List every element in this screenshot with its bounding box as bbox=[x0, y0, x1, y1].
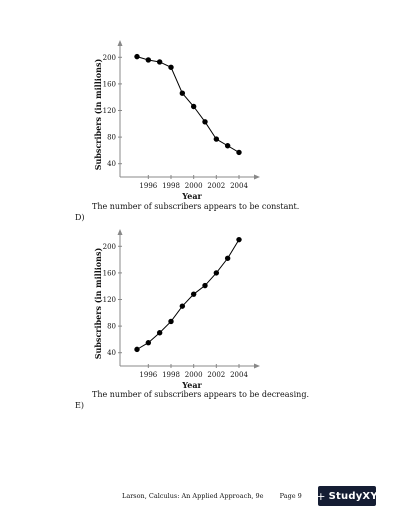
x-axis-arrow-icon bbox=[254, 174, 260, 180]
data-point bbox=[202, 119, 208, 125]
chart-2-caption: The number of subscribers appears to be … bbox=[92, 390, 309, 399]
y-tick-label: 160 bbox=[103, 80, 116, 88]
y-tick-label: 200 bbox=[103, 243, 116, 251]
chart-2-plot: 40 80 120 160 200 1996 1998 2000 2002 2004 Year Sub… bbox=[93, 229, 260, 390]
x-tick-label: 2000 bbox=[185, 371, 203, 379]
data-point bbox=[202, 282, 208, 289]
data-point bbox=[224, 143, 231, 149]
y-tick-label: 80 bbox=[107, 323, 116, 331]
y-tick-label: 200 bbox=[103, 54, 116, 62]
y-tick-label: 120 bbox=[103, 107, 116, 115]
option-e-label: E) bbox=[75, 401, 84, 410]
data-point bbox=[213, 136, 220, 142]
series-line bbox=[136, 239, 240, 350]
x-tick-label: 2004 bbox=[230, 371, 248, 379]
y-axis-label: Subscribers (in millions) bbox=[93, 59, 103, 171]
y-tick-label: 40 bbox=[107, 160, 116, 168]
x-tick-label: 1998 bbox=[162, 182, 180, 190]
x-tick-label: 1998 bbox=[162, 371, 180, 379]
studyxy-logo[interactable]: + StudyXY bbox=[316, 486, 378, 506]
data-point bbox=[190, 103, 197, 110]
y-axis-label: Subscribers (in millions) bbox=[93, 248, 103, 360]
data-point bbox=[190, 291, 197, 297]
footer-text: Larson, Calculus: An Applied Approach, 9… bbox=[122, 492, 264, 500]
y-tick-label: 120 bbox=[103, 296, 116, 304]
x-axis-arrow-icon bbox=[254, 363, 260, 369]
footer-page-number: Page 9 bbox=[279, 492, 302, 500]
data-point bbox=[236, 236, 242, 243]
x-tick-label: 2004 bbox=[230, 182, 248, 190]
x-tick-label: 1996 bbox=[139, 182, 157, 190]
data-point bbox=[134, 346, 140, 353]
x-axis-label: Year bbox=[181, 191, 202, 201]
y-axis-arrow-icon bbox=[117, 229, 123, 235]
y-tick-label: 80 bbox=[107, 134, 116, 142]
data-point bbox=[213, 270, 220, 276]
x-tick-label: 2002 bbox=[207, 182, 225, 190]
data-point bbox=[179, 303, 186, 309]
chart-2: 40 80 120 160 200 1996 1998 2000 2002 2004 Year Sub… bbox=[93, 229, 260, 390]
chart-1: 40 80 120 160 200 1996 1998 2000 2002 2004 Year Sub… bbox=[0, 0, 400, 212]
option-d-label: D) bbox=[75, 213, 85, 222]
plus-icon: + bbox=[316, 489, 326, 503]
data-point bbox=[145, 57, 152, 63]
data-point bbox=[168, 64, 174, 70]
x-tick-label: 2000 bbox=[185, 182, 203, 190]
data-point bbox=[134, 53, 140, 60]
y-axis-arrow-icon bbox=[117, 40, 123, 46]
data-point bbox=[236, 149, 242, 156]
x-tick-label: 1996 bbox=[139, 371, 157, 379]
chart-1-caption: The number of subscribers appears to be … bbox=[92, 202, 300, 211]
page-footer: Larson, Calculus: An Applied Approach, 9… bbox=[122, 492, 316, 500]
x-axis-label: Year bbox=[181, 380, 202, 390]
data-point bbox=[156, 330, 163, 336]
y-tick-label: 160 bbox=[103, 269, 116, 277]
x-tick-label: 2002 bbox=[207, 371, 225, 379]
data-point bbox=[156, 59, 163, 65]
chart-1-plot: 40 80 120 160 200 1996 1998 2000 2002 2004 Year Sub… bbox=[93, 40, 260, 201]
y-tick-label: 40 bbox=[107, 349, 116, 357]
data-point bbox=[145, 340, 152, 346]
data-point bbox=[224, 255, 231, 261]
logo-text: StudyXY bbox=[328, 490, 378, 502]
data-point bbox=[168, 318, 174, 325]
data-point bbox=[179, 90, 186, 96]
series-line bbox=[136, 56, 240, 153]
